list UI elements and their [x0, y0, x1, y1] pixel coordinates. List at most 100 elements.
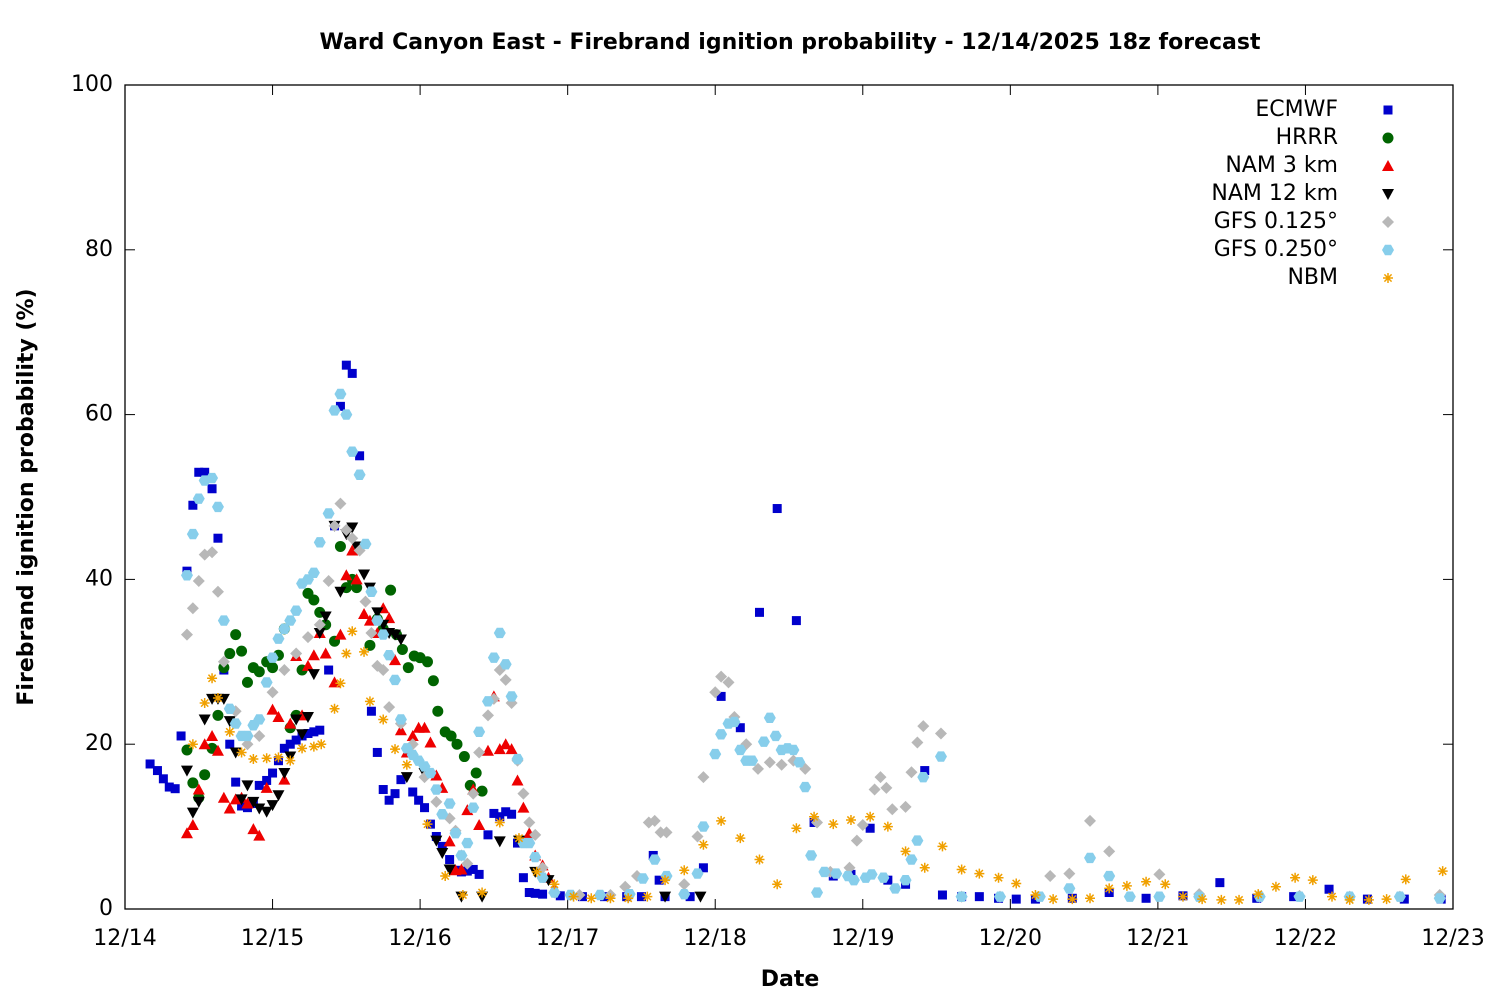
point: [187, 777, 199, 789]
point: [390, 744, 401, 755]
point: [845, 815, 856, 826]
point: [236, 645, 248, 657]
point: [313, 537, 326, 548]
point: [772, 504, 782, 514]
point: [347, 368, 357, 378]
point: [805, 850, 818, 861]
point: [224, 726, 235, 737]
point: [224, 648, 236, 660]
point: [186, 528, 199, 540]
point: [769, 730, 782, 742]
point: [253, 729, 266, 742]
point: [278, 768, 291, 780]
point: [882, 821, 893, 832]
point: [371, 615, 384, 626]
point: [260, 806, 273, 818]
point: [1293, 891, 1306, 902]
point: [328, 405, 341, 416]
point: [206, 729, 219, 741]
point: [1141, 876, 1152, 887]
point: [290, 647, 303, 660]
point: [716, 815, 727, 826]
point: [1307, 875, 1318, 886]
point: [248, 754, 259, 765]
x-tick-label: 12/15: [241, 926, 304, 951]
point: [1234, 894, 1245, 905]
point: [443, 835, 456, 847]
point: [605, 893, 616, 904]
point: [470, 767, 482, 779]
point: [278, 664, 291, 677]
point: [432, 705, 444, 717]
point: [152, 766, 162, 776]
point: [517, 787, 530, 800]
point: [231, 777, 241, 787]
point: [911, 835, 924, 846]
point: [1197, 894, 1208, 905]
point: [401, 759, 412, 770]
point: [158, 774, 168, 784]
plot-border: [124, 84, 1454, 910]
point: [272, 711, 285, 723]
point: [359, 595, 372, 608]
point: [455, 850, 468, 861]
point: [427, 675, 439, 687]
point: [709, 748, 722, 760]
legend-marker: [1382, 244, 1394, 256]
point: [1433, 893, 1446, 904]
point: [1216, 894, 1227, 905]
point: [623, 893, 634, 904]
point: [188, 500, 198, 510]
y-tick-label: 100: [71, 72, 113, 97]
point: [443, 798, 456, 809]
point: [495, 812, 505, 822]
point: [691, 830, 704, 843]
point: [198, 738, 211, 750]
point: [253, 714, 266, 725]
point: [430, 795, 443, 808]
point: [772, 879, 783, 890]
x-tick-label: 12/23: [1421, 926, 1484, 951]
point: [402, 662, 414, 674]
legend-marker: [1382, 132, 1394, 144]
point: [1324, 884, 1334, 894]
point: [223, 802, 236, 814]
point: [458, 751, 470, 763]
point: [481, 696, 494, 707]
point: [241, 797, 254, 809]
point: [225, 739, 235, 749]
point: [199, 698, 210, 708]
point: [211, 501, 224, 513]
point: [919, 862, 930, 873]
point: [213, 533, 223, 543]
point: [237, 801, 247, 811]
point: [328, 519, 341, 532]
point: [359, 646, 370, 657]
point: [365, 586, 378, 597]
point: [818, 866, 831, 878]
point: [1270, 881, 1281, 892]
point: [254, 780, 264, 790]
point: [430, 835, 443, 847]
point: [272, 633, 285, 644]
point: [217, 693, 230, 705]
point: [212, 709, 224, 721]
point: [499, 738, 512, 750]
point: [830, 868, 843, 879]
point: [385, 584, 397, 596]
point: [355, 451, 365, 461]
point: [1437, 866, 1448, 877]
point: [1030, 889, 1041, 900]
point: [523, 837, 536, 849]
point: [328, 676, 341, 688]
point: [192, 783, 205, 795]
point: [934, 727, 947, 740]
point: [493, 836, 506, 848]
point: [422, 819, 433, 830]
point: [383, 650, 396, 661]
point: [974, 868, 985, 879]
point: [186, 818, 199, 830]
point: [917, 720, 930, 733]
point: [709, 686, 722, 699]
point: [511, 774, 524, 786]
